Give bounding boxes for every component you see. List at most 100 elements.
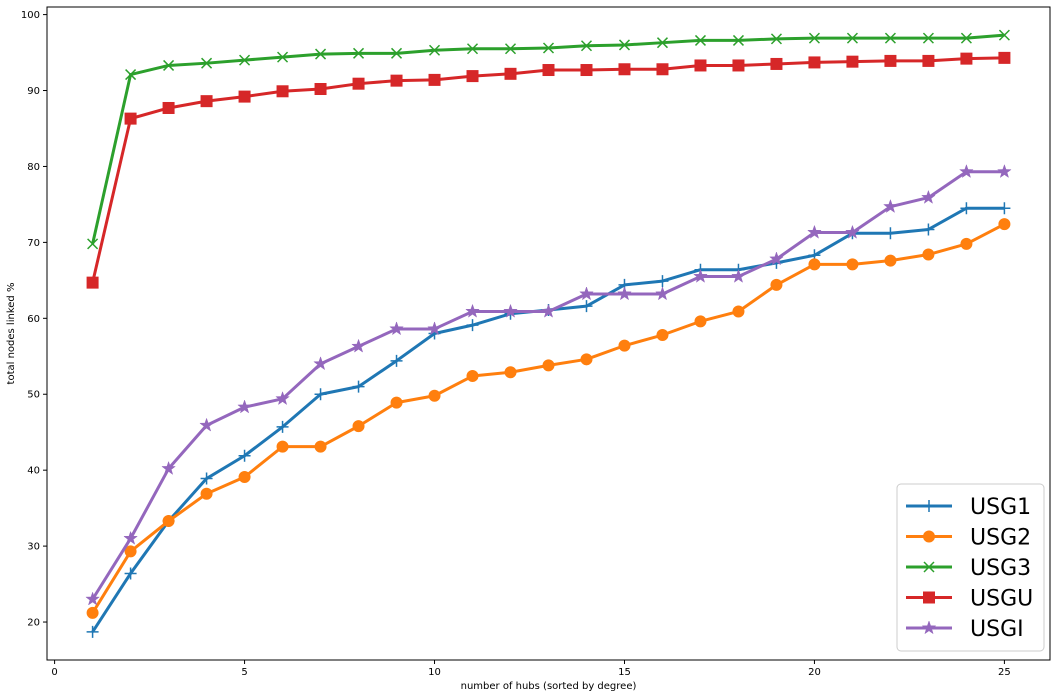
legend-label: USG2 xyxy=(970,526,1031,551)
data-point xyxy=(124,567,137,580)
x-tick-label: 25 xyxy=(998,667,1011,678)
data-point xyxy=(846,55,859,68)
data-point xyxy=(277,51,289,63)
data-point xyxy=(504,67,517,80)
data-point xyxy=(124,545,137,558)
data-point xyxy=(770,57,783,70)
data-point xyxy=(580,64,593,77)
data-point xyxy=(694,34,707,46)
y-tick-label: 90 xyxy=(27,86,40,97)
data-point xyxy=(199,417,214,432)
x-tick-label: 20 xyxy=(808,667,821,678)
data-point xyxy=(352,420,365,433)
data-point xyxy=(846,258,859,271)
data-point xyxy=(163,59,175,71)
data-point xyxy=(200,487,213,500)
data-point xyxy=(390,396,403,409)
data-point xyxy=(314,440,327,453)
data-point xyxy=(960,202,973,215)
y-tick-label: 30 xyxy=(27,542,40,553)
data-point xyxy=(238,471,251,484)
legend-item: USG2 xyxy=(906,526,1031,551)
data-point xyxy=(389,321,404,336)
data-point xyxy=(239,54,251,66)
data-point xyxy=(466,43,479,55)
data-point xyxy=(352,380,365,393)
data-point xyxy=(921,189,936,204)
legend-label: USGU xyxy=(970,587,1033,612)
data-point xyxy=(465,303,480,318)
data-point xyxy=(998,218,1011,231)
data-point xyxy=(238,449,251,462)
data-point xyxy=(542,64,555,77)
data-point xyxy=(960,237,973,250)
data-point xyxy=(390,47,403,59)
data-point xyxy=(123,530,138,545)
data-point xyxy=(390,74,403,87)
data-point xyxy=(542,359,555,372)
data-point xyxy=(693,268,708,283)
data-point xyxy=(428,73,441,86)
x-axis-label: number of hubs (sorted by degree) xyxy=(461,681,637,692)
data-point xyxy=(617,286,632,301)
data-point xyxy=(162,101,175,114)
series-usgi xyxy=(85,164,1012,606)
data-point xyxy=(352,77,365,90)
legend: USG1 USG2 USG3 USGU USGI xyxy=(896,483,1045,652)
data-point xyxy=(884,227,897,240)
data-point xyxy=(656,37,669,49)
data-point xyxy=(86,625,99,638)
data-point xyxy=(731,268,746,283)
legend-item: USG3 xyxy=(906,556,1031,581)
data-point xyxy=(656,63,669,76)
data-point xyxy=(618,63,631,76)
data-point xyxy=(276,420,289,433)
x-tick-label: 10 xyxy=(428,667,441,678)
data-point xyxy=(998,202,1011,215)
data-point xyxy=(87,238,99,250)
y-tick-label: 100 xyxy=(21,10,40,21)
data-point xyxy=(504,366,517,379)
data-point xyxy=(542,42,555,54)
data-point xyxy=(579,286,594,301)
data-point xyxy=(845,224,860,239)
data-point xyxy=(313,356,328,371)
data-point xyxy=(428,389,441,402)
series-usg3 xyxy=(87,29,1010,250)
y-axis-label: total nodes linked % xyxy=(6,283,17,385)
data-point xyxy=(656,275,669,288)
data-point xyxy=(998,51,1011,64)
data-point xyxy=(959,164,974,179)
y-tick-label: 50 xyxy=(27,390,40,401)
data-point xyxy=(86,606,99,619)
legend-item: USGU xyxy=(906,587,1033,612)
data-point xyxy=(580,40,593,52)
y-tick-label: 40 xyxy=(27,466,40,477)
data-point xyxy=(351,338,366,353)
data-point xyxy=(884,254,897,267)
legend-item: USG1 xyxy=(906,495,1031,520)
data-point xyxy=(314,83,327,96)
data-point xyxy=(922,223,935,236)
data-point xyxy=(276,85,289,98)
data-point xyxy=(732,305,745,318)
data-point xyxy=(732,59,745,72)
data-point xyxy=(884,32,896,44)
data-point xyxy=(807,224,822,239)
legend-label: USGI xyxy=(970,617,1024,642)
plot-frame xyxy=(46,6,1051,661)
data-point xyxy=(883,198,898,213)
y-tick-label: 60 xyxy=(27,314,40,325)
data-point xyxy=(86,276,99,289)
series-usgu xyxy=(86,51,1011,289)
axes-layer: 0 5 10 15 20 25 20 30 40 50 60 70 80 90 100 xyxy=(21,10,1011,678)
data-point xyxy=(922,54,935,67)
y-tick-label: 70 xyxy=(27,238,40,249)
legend-label: USG3 xyxy=(970,556,1031,581)
data-point xyxy=(504,43,517,55)
data-point xyxy=(694,315,707,328)
y-tick-label: 20 xyxy=(27,618,40,629)
data-point xyxy=(846,32,858,44)
